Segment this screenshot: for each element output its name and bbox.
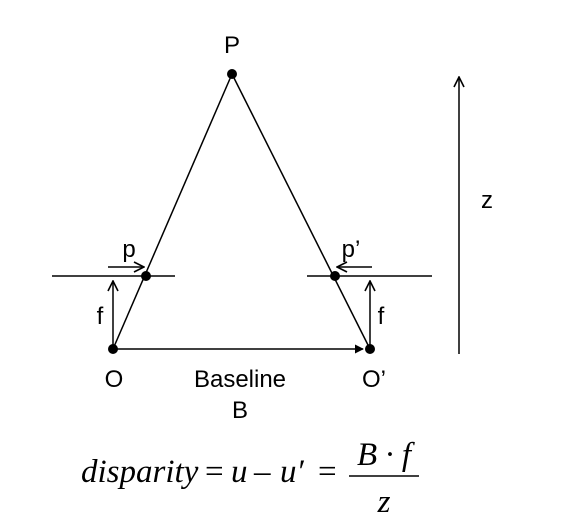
left-image-point-dot xyxy=(141,271,151,281)
baseline-label: Baseline xyxy=(194,366,286,393)
left-center-label: O xyxy=(105,366,124,393)
equation-u: u xyxy=(231,454,248,490)
depth-axis-label: z xyxy=(481,187,493,214)
right-focal-label: f xyxy=(378,303,385,330)
equation-numerator: B · f xyxy=(357,437,415,473)
equation-equals-1: = xyxy=(205,454,224,490)
equation-minus: – xyxy=(253,454,271,490)
disparity-equation: disparity = u – u′ = B · f z xyxy=(81,437,419,520)
right-image-point-dot xyxy=(330,271,340,281)
left-center-dot xyxy=(108,344,118,354)
left-image-point-label: p xyxy=(122,236,135,263)
right-image-point-label: p’ xyxy=(342,236,361,263)
right-center-label: O’ xyxy=(362,366,386,393)
point-label: P xyxy=(224,32,240,59)
equation-u-prime: u′ xyxy=(280,454,305,490)
right-center-dot xyxy=(365,344,375,354)
equation-equals-2: = xyxy=(318,454,337,490)
equation-denominator: z xyxy=(377,484,391,520)
baseline-symbol-label: B xyxy=(232,397,248,424)
equation-lhs: disparity xyxy=(81,454,199,490)
left-focal-label: f xyxy=(97,303,104,330)
right-ray xyxy=(231,73,371,350)
scene-point-dot xyxy=(227,69,237,79)
left-ray xyxy=(112,73,233,350)
